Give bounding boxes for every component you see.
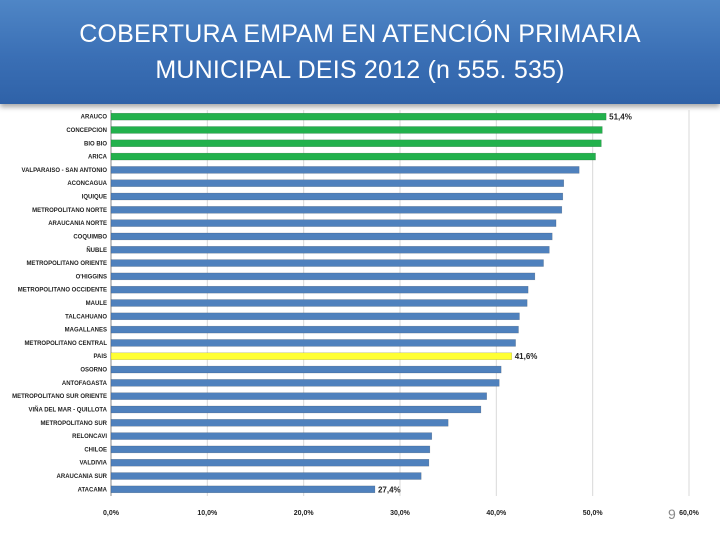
title-banner: COBERTURA EMPAM EN ATENCIÓN PRIMARIA MUN…: [0, 0, 720, 104]
title-line-1: COBERTURA EMPAM EN ATENCIÓN PRIMARIA: [79, 20, 641, 48]
x-tick-label: 40,0%: [486, 510, 507, 517]
category-label: ÑUBLE: [86, 247, 107, 254]
category-label: RELONCAVI: [72, 434, 107, 440]
bar: [110, 139, 602, 147]
category-label: BIO BIO: [84, 141, 107, 147]
bar: [110, 179, 565, 187]
category-label: ARAUCANIA SUR: [57, 474, 108, 480]
bar: [110, 246, 550, 254]
category-label: METROPOLITANO ORIENTE: [26, 261, 107, 267]
bar: [110, 312, 520, 321]
data-label: 41,6%: [515, 352, 538, 361]
category-label: MAULE: [86, 301, 107, 307]
data-label: 27,4%: [378, 485, 401, 494]
x-tick-label: 60,0%: [679, 510, 700, 517]
category-label: METROPOLITANO SUR: [40, 421, 107, 427]
category-label: ACONCAGUA: [67, 181, 107, 187]
category-label: CONCEPCION: [66, 128, 107, 134]
bar: [110, 206, 563, 214]
category-label: VIÑA DEL MAR - QUILLOTA: [28, 406, 107, 413]
bar: [110, 299, 528, 307]
category-label: VALPARAISO - SAN ANTONIO: [22, 168, 108, 174]
category-label: METROPOLITANO CENTRAL: [24, 341, 107, 347]
bar: [110, 352, 512, 360]
bar: [110, 166, 580, 174]
category-label: ARAUCANIA NORTE: [48, 221, 107, 227]
title-line-2: MUNICIPAL DEIS 2012 (n 555. 535): [155, 56, 565, 84]
bar: [110, 392, 487, 400]
category-label: COQUIMBO: [73, 234, 107, 240]
bar: [110, 379, 500, 387]
bar: [110, 192, 564, 201]
coverage-bar-chart: ARAUCO CONCEPCION BIO BIO ARICA VALPARAISO -…: [12, 110, 700, 517]
bar: [110, 459, 430, 467]
bar: [110, 325, 519, 334]
category-label: O'HIGGINS: [76, 274, 107, 280]
data-label: 51,4%: [609, 113, 632, 122]
bar: [110, 285, 529, 294]
category-label: METROPOLITANO NORTE: [32, 208, 107, 214]
bar: [110, 445, 431, 454]
slide-number: 9: [668, 506, 676, 522]
category-label: TALCAHUANO: [65, 314, 107, 320]
bar: [110, 405, 482, 414]
bar: [110, 272, 536, 281]
x-tick-label: 0,0%: [103, 510, 120, 517]
x-tick-label: 30,0%: [390, 510, 411, 517]
bar: [110, 232, 553, 241]
category-label: ANTOFAGASTA: [62, 381, 108, 387]
bar: [110, 419, 449, 427]
bar: [110, 472, 422, 480]
category-label: ARICA: [88, 155, 108, 161]
bar: [110, 219, 557, 227]
x-tick-label: 10,0%: [197, 510, 218, 517]
bar: [110, 259, 544, 267]
bar: [110, 339, 516, 347]
category-label: VALDIVIA: [79, 461, 107, 467]
bar: [110, 365, 502, 374]
category-label: METROPOLITANO SUR ORIENTE: [12, 394, 107, 400]
x-tick-label: 20,0%: [294, 510, 315, 517]
category-label: ARAUCO: [81, 115, 108, 121]
x-tick-label: 50,0%: [583, 510, 604, 517]
bar: [110, 152, 596, 161]
category-label: OSORNO: [80, 368, 107, 374]
category-label: ATACAMA: [78, 487, 108, 493]
category-label: PAIS: [93, 354, 107, 360]
category-label: CHILOE: [84, 447, 107, 453]
bar: [110, 485, 376, 494]
bar: [110, 432, 433, 440]
category-label: METROPOLITANO OCCIDENTE: [18, 288, 107, 294]
bar: [110, 126, 603, 134]
category-label: IQUIQUE: [82, 195, 107, 201]
category-label: MAGALLANES: [65, 328, 107, 334]
bar: [110, 112, 607, 121]
